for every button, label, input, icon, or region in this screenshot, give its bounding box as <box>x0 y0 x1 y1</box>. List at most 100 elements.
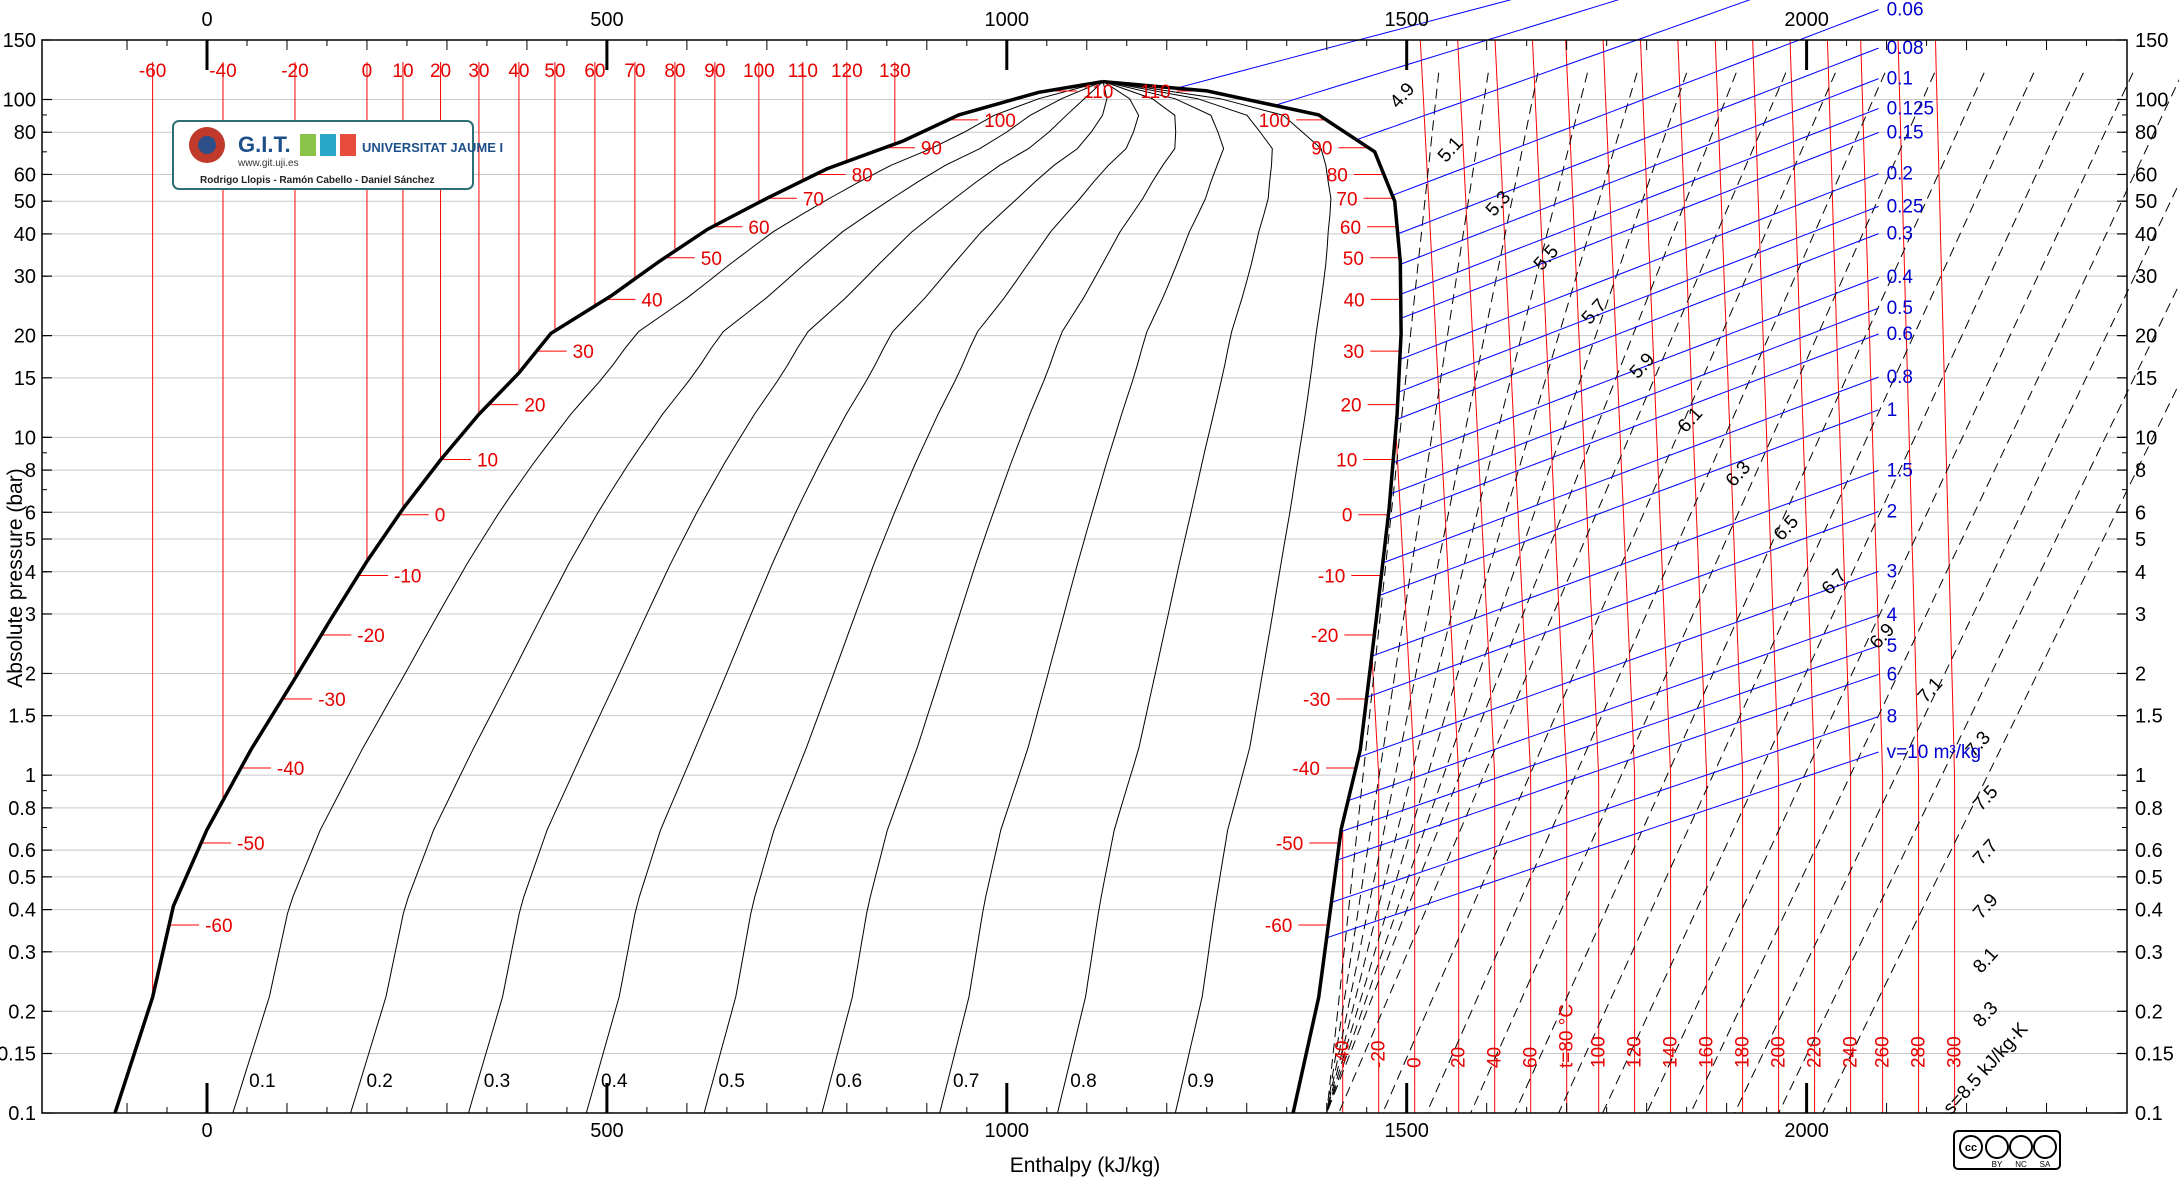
cc-icon <box>1959 1135 1983 1159</box>
y-tick-label-right: 3 <box>2135 604 2146 626</box>
isochore-line <box>1396 233 1879 420</box>
isotherm-label-top: 10 <box>392 61 413 82</box>
y-tick-label-right: 0.2 <box>2135 1001 2163 1023</box>
isochore-line <box>1326 751 1879 939</box>
y-tick-label-left: 100 <box>3 89 36 111</box>
isentrope-line <box>1778 283 2179 1114</box>
isochore-line <box>1392 276 1879 464</box>
isochore-label: 0.2 <box>1887 164 1913 185</box>
isochore-line <box>1358 570 1879 758</box>
logo: G.I.T. www.git.uji.es UNIVERSITAT JAUME … <box>172 120 503 190</box>
isotherm-superheated-line <box>1789 40 1816 1113</box>
y-tick-label-left: 3 <box>25 604 36 626</box>
sat-temp-label-liquid: 110 <box>1083 82 1113 103</box>
sat-temp-label-vapor: 40 <box>1344 290 1365 311</box>
y-tick-label-left: 60 <box>14 164 36 186</box>
isotherm-superheated-line <box>1826 40 1852 1113</box>
isochore-label: 8 <box>1887 707 1898 728</box>
isochore-line <box>1347 614 1879 802</box>
y-tick-label-right: 4 <box>2135 562 2146 584</box>
isentrope-line <box>1734 182 2179 1114</box>
isotherm-label-bottom: 200 <box>1769 1036 1790 1068</box>
y-tick-label-left: 20 <box>14 326 36 348</box>
isotherm-label-bottom: 240 <box>1841 1036 1862 1068</box>
isotherm-label-top: 130 <box>879 61 911 82</box>
isentrope-line <box>1514 72 1985 1114</box>
x-tick-label-top: 2000 <box>1784 9 1829 31</box>
isotherm-label-bottom: 160 <box>1697 1036 1718 1068</box>
sat-temp-label-vapor: 50 <box>1343 249 1364 270</box>
isotherm-label-top: 120 <box>831 61 863 82</box>
sat-temp-label-liquid: 100 <box>984 111 1016 132</box>
y-tick-label-right: 50 <box>2135 191 2157 213</box>
isentrope-line <box>1326 72 1688 1114</box>
y-tick-label-left: 15 <box>14 368 36 390</box>
quality-line <box>468 81 1104 1114</box>
isotherm-label-top: 50 <box>544 61 565 82</box>
isochore-label: 0.1 <box>1887 69 1913 90</box>
y-tick-label-right: 10 <box>2135 427 2157 449</box>
sat-temp-label-vapor: 30 <box>1343 342 1364 363</box>
x-tick-label-top: 1500 <box>1384 9 1429 31</box>
sat-temp-label-liquid: 10 <box>477 450 498 471</box>
sat-temp-label-liquid: 30 <box>573 342 594 363</box>
sat-temp-label-vapor: 60 <box>1340 218 1361 239</box>
isentrope-line <box>1426 72 1886 1114</box>
y-tick-label-right: 80 <box>2135 122 2157 144</box>
isotherm-superheated-line <box>1714 40 1744 1113</box>
isochore-line <box>1356 0 1751 141</box>
y-tick-label-left: 0.4 <box>8 900 36 922</box>
isotherm-label-top: -60 <box>139 61 166 82</box>
quality-label: 0.2 <box>366 1071 392 1092</box>
quality-line <box>1057 81 1273 1114</box>
y-tick-label-right: 0.5 <box>2135 867 2163 889</box>
isentrope-line <box>1338 72 1787 1114</box>
y-tick-label-left: 0.6 <box>8 840 36 862</box>
sa-icon <box>2033 1135 2057 1159</box>
saturation-liquid-line <box>113 79 1104 1114</box>
y-tick-label-left: 2 <box>25 663 36 685</box>
y-tick-label-left: 0.2 <box>8 1001 36 1023</box>
isentrope-line <box>1326 72 1539 1114</box>
isentrope-line <box>1382 72 1836 1114</box>
isotherm-label-bottom: t=80 °C <box>1557 1004 1578 1068</box>
quality-lines <box>232 81 1332 1114</box>
x-tick-label-bottom: 2000 <box>1784 1120 1829 1142</box>
quality-label: 0.6 <box>836 1071 862 1092</box>
isotherm-superheated-line <box>1371 661 1380 1113</box>
isotherm-label-top: 80 <box>664 61 685 82</box>
y-tick-label-left: 50 <box>14 191 36 213</box>
isotherm-label-bottom: 300 <box>1945 1036 1966 1068</box>
y-tick-label-left: 6 <box>25 502 36 524</box>
isotherm-superheated-line <box>1897 40 1920 1113</box>
y-tick-label-left: 10 <box>14 427 36 449</box>
x-tick-label-top: 0 <box>201 9 212 31</box>
sat-temp-label-liquid: 80 <box>852 165 873 186</box>
sat-temp-label-liquid: 60 <box>748 218 769 239</box>
y-tick-label-left: 0.15 <box>0 1044 36 1066</box>
isochore-label: 3 <box>1887 561 1898 582</box>
sat-temp-label-liquid: -30 <box>318 690 345 711</box>
logo-url: www.git.uji.es <box>237 158 299 169</box>
isochore-label: 0.08 <box>1887 38 1924 59</box>
x-tick-label-bottom: 1500 <box>1384 1120 1429 1142</box>
y-tick-label-right: 1.5 <box>2135 706 2163 728</box>
isotherm-label-top: 0 <box>362 61 373 82</box>
quality-line <box>1102 81 1332 1114</box>
isotherm-label-top: 90 <box>704 61 725 82</box>
sat-temp-label-vapor: -40 <box>1292 759 1319 780</box>
logo-university: UNIVERSITAT JAUME I <box>362 140 503 155</box>
isotherm-label-bottom: 180 <box>1733 1036 1754 1068</box>
isotherm-label-bottom: 280 <box>1909 1036 1930 1068</box>
y-tick-label-right: 0.15 <box>2135 1044 2174 1066</box>
y-tick-label-right: 20 <box>2135 326 2157 348</box>
isochore-label: 0.6 <box>1887 324 1913 345</box>
isentrope-line <box>1558 72 2035 1114</box>
quality-label: 0.8 <box>1070 1071 1096 1092</box>
sat-temp-label-vapor: -10 <box>1318 566 1345 587</box>
isentrope-lines <box>1326 72 2179 1114</box>
quality-line <box>585 81 1108 1114</box>
isochore-line <box>1366 511 1879 698</box>
